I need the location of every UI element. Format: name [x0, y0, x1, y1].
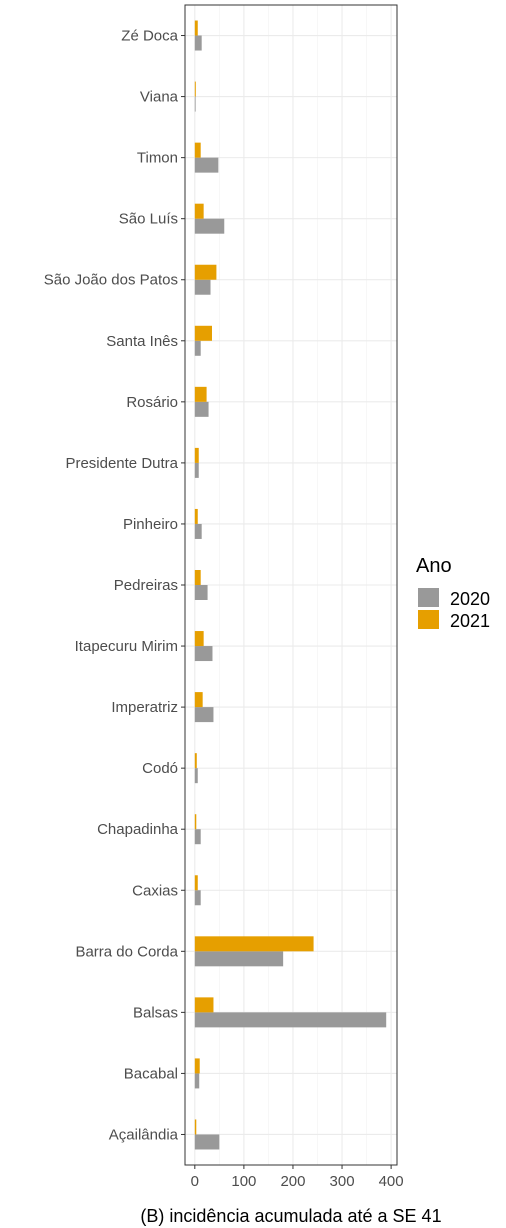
bar-itapecuru-mirim-2021 — [194, 631, 204, 647]
bar-sao-joao-dos-patos-2021 — [194, 264, 217, 280]
bar-ze-doca-2020 — [194, 35, 202, 51]
bar-caxias-2021 — [194, 875, 198, 891]
bar-viana-2021 — [194, 81, 196, 97]
y-tick-label: Bacabal — [124, 1065, 178, 1082]
y-tick-label: Pinheiro — [123, 516, 178, 533]
y-tick-label: Zé Doca — [121, 28, 178, 45]
bar-barra-do-corda-2021 — [194, 936, 314, 952]
x-tick-label: 0 — [191, 1173, 199, 1190]
y-tick-label: Viana — [140, 89, 179, 106]
bar-bacabal-2021 — [194, 1058, 200, 1074]
bar-itapecuru-mirim-2020 — [194, 646, 213, 662]
bars — [194, 20, 387, 1150]
legend-title: Ano — [416, 555, 452, 577]
y-tick-label: Santa Inês — [106, 333, 178, 350]
bar-acailandia-2021 — [194, 1119, 197, 1135]
x-tick-label: 200 — [280, 1173, 305, 1190]
bar-timon-2021 — [194, 142, 201, 158]
bar-codo-2021 — [194, 753, 197, 769]
bar-pedreiras-2020 — [194, 585, 208, 600]
bar-codo-2020 — [194, 768, 198, 784]
bar-sao-luis-2020 — [194, 218, 225, 234]
legend-label-2020: 2020 — [450, 589, 490, 609]
y-tick-label: Imperatriz — [111, 699, 178, 716]
y-tick-label: Barra do Corda — [75, 943, 178, 960]
y-tick-label: Chapadinha — [97, 821, 179, 838]
y-tick-label: Rosário — [126, 394, 178, 411]
x-tick-label: 300 — [330, 1173, 355, 1190]
bar-barra-do-corda-2020 — [194, 951, 284, 967]
bar-rosario-2021 — [194, 386, 207, 402]
y-tick-label: Açailândia — [109, 1126, 179, 1143]
legend: Ano 2020 2021 — [416, 555, 490, 631]
bar-imperatriz-2020 — [194, 707, 214, 723]
bar-caxias-2020 — [194, 890, 201, 906]
bar-balsas-2020 — [194, 1012, 387, 1028]
y-tick-label: Timon — [137, 150, 178, 167]
y-tick-label: Codó — [142, 760, 178, 777]
bar-pedreiras-2021 — [194, 570, 201, 585]
bar-sao-luis-2021 — [194, 203, 204, 219]
y-tick-label: Pedreiras — [114, 577, 178, 594]
bar-bacabal-2020 — [194, 1073, 200, 1089]
y-axis: Zé Doca Viana Timon São Luís São João dos Pa… — [44, 28, 185, 1143]
bar-sao-joao-dos-patos-2020 — [194, 279, 211, 295]
grid-lines — [185, 5, 397, 1165]
bar-santa-ines-2021 — [194, 325, 212, 341]
bar-rosario-2020 — [194, 401, 209, 417]
x-axis: 0 100 200 300 400 — [191, 1165, 404, 1190]
y-tick-label: São Luís — [119, 211, 178, 228]
bar-ze-doca-2021 — [194, 20, 198, 36]
bar-chapadinha-2020 — [194, 829, 201, 845]
y-tick-label: Itapecuru Mirim — [75, 638, 178, 655]
y-tick-label: Presidente Dutra — [65, 455, 178, 472]
y-tick-label: Balsas — [133, 1004, 178, 1021]
x-axis-title: (B) incidência acumulada até a SE 41 — [140, 1206, 441, 1226]
bar-presidente-dutra-2020 — [194, 462, 199, 478]
bar-acailandia-2020 — [194, 1134, 220, 1150]
legend-swatch-2021 — [418, 610, 439, 629]
bar-pinheiro-2021 — [194, 508, 198, 524]
legend-label-2021: 2021 — [450, 611, 490, 631]
y-tick-label: Caxias — [132, 882, 178, 899]
bar-viana-2020 — [194, 96, 196, 112]
bar-balsas-2021 — [194, 997, 214, 1013]
bar-imperatriz-2021 — [194, 692, 203, 708]
bar-pinheiro-2020 — [194, 523, 202, 539]
legend-swatch-2020 — [418, 588, 439, 607]
x-tick-label: 400 — [379, 1173, 404, 1190]
bar-chapadinha-2021 — [194, 814, 197, 830]
bar-presidente-dutra-2021 — [194, 447, 199, 463]
bar-timon-2020 — [194, 157, 219, 173]
bar-santa-ines-2020 — [194, 340, 201, 356]
x-tick-label: 100 — [231, 1173, 256, 1190]
y-tick-label: São João dos Patos — [44, 272, 178, 289]
